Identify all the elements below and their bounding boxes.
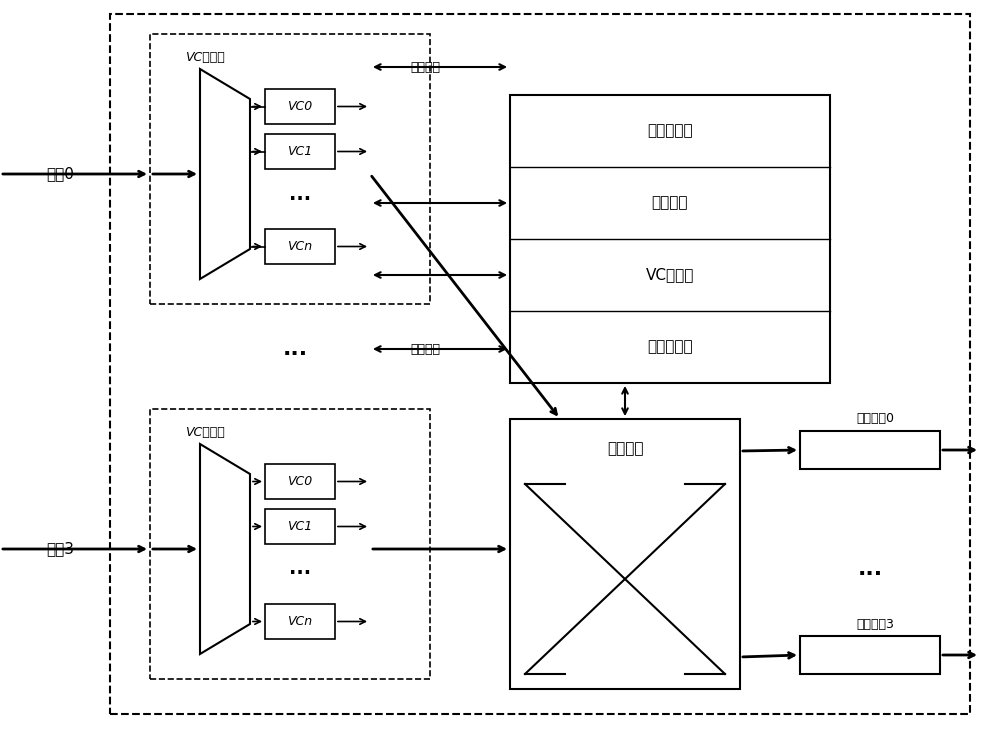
Bar [110, 14, 970, 714]
Text: VCn: VCn [287, 615, 313, 628]
Text: VC标识符: VC标识符 [185, 50, 225, 64]
Text: 重排序逻辑: 重排序逻辑 [647, 123, 693, 138]
Text: 交叉开关: 交叉开关 [607, 441, 643, 457]
Polygon shape [200, 69, 250, 279]
Text: VC0: VC0 [287, 475, 313, 488]
Bar [150, 34, 430, 304]
Text: 输出端口3: 输出端口3 [856, 618, 894, 630]
Text: VC1: VC1 [287, 145, 313, 158]
Text: VC标识符: VC标识符 [185, 426, 225, 438]
Bar [265, 89, 335, 124]
Bar [265, 604, 335, 639]
Text: VC1: VC1 [287, 520, 313, 533]
Text: 切片信息: 切片信息 [410, 61, 440, 73]
Bar [800, 636, 940, 674]
Polygon shape [200, 444, 250, 654]
Bar [265, 229, 335, 264]
Text: 输入0: 输入0 [46, 166, 74, 182]
Bar [265, 464, 335, 499]
Bar [510, 95, 830, 383]
Bar [265, 509, 335, 544]
Text: ...: ... [282, 339, 308, 359]
Bar [265, 134, 335, 169]
Text: ...: ... [289, 559, 311, 579]
Text: 路由计算: 路由计算 [652, 196, 688, 211]
Text: 切片信息: 切片信息 [410, 342, 440, 355]
Text: 开关分配器: 开关分配器 [647, 339, 693, 355]
Text: 输入3: 输入3 [46, 542, 74, 556]
Bar [510, 419, 740, 689]
Text: 输出端口0: 输出端口0 [856, 412, 894, 426]
Bar [150, 409, 430, 679]
Text: ...: ... [289, 185, 311, 203]
Text: ...: ... [857, 559, 883, 579]
Text: VCn: VCn [287, 240, 313, 253]
Text: VC0: VC0 [287, 100, 313, 113]
Bar [800, 431, 940, 469]
Text: VC分配器: VC分配器 [646, 268, 694, 282]
